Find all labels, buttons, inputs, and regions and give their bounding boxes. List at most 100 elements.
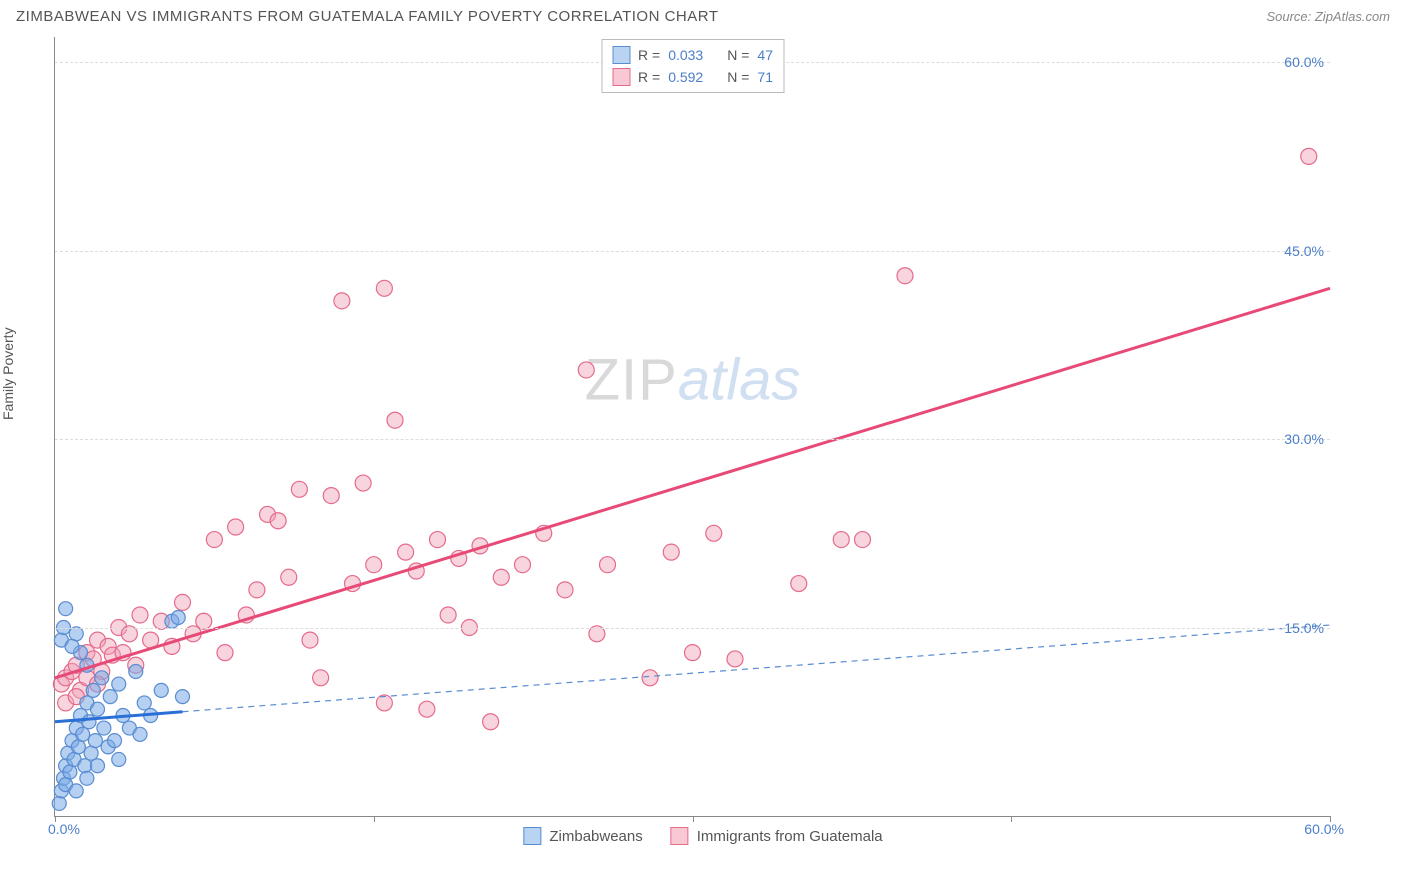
scatter-point-pink [578, 362, 594, 378]
scatter-point-pink [249, 582, 265, 598]
chart-area: Family Poverty ZIPatlas R = 0.033 N = 47… [16, 37, 1390, 867]
scatter-point-pink [791, 576, 807, 592]
r-value-blue: 0.033 [668, 44, 703, 66]
plot-area: ZIPatlas R = 0.033 N = 47 R = 0.592 N = … [54, 37, 1330, 817]
legend-item-guatemala: Immigrants from Guatemala [671, 827, 883, 845]
scatter-point-pink [1301, 148, 1317, 164]
y-tick-label: 60.0% [1284, 54, 1324, 70]
scatter-point-pink [270, 513, 286, 529]
scatter-point-pink [483, 714, 499, 730]
scatter-point-pink [493, 569, 509, 585]
scatter-point-pink [302, 632, 318, 648]
swatch-pink [612, 68, 630, 86]
legend-label: Immigrants from Guatemala [697, 828, 883, 845]
scatter-point-blue [80, 771, 94, 785]
scatter-point-blue [86, 683, 100, 697]
scatter-point-blue [137, 696, 151, 710]
stats-row-pink: R = 0.592 N = 71 [612, 66, 773, 88]
x-axis-start-label: 0.0% [48, 821, 80, 837]
r-label: R = [638, 44, 660, 66]
scatter-point-pink [355, 475, 371, 491]
scatter-point-blue [69, 784, 83, 798]
scatter-point-pink [515, 557, 531, 573]
scatter-point-blue [95, 671, 109, 685]
x-tick [374, 816, 375, 822]
scatter-point-pink [228, 519, 244, 535]
scatter-point-pink [281, 569, 297, 585]
scatter-point-blue [71, 740, 85, 754]
scatter-point-blue [91, 702, 105, 716]
trendline-projection-blue [183, 625, 1331, 712]
swatch-blue [523, 827, 541, 845]
scatter-point-blue [63, 765, 77, 779]
n-label: N = [727, 44, 749, 66]
scatter-point-pink [642, 670, 658, 686]
scatter-point-pink [334, 293, 350, 309]
scatter-point-blue [108, 734, 122, 748]
scatter-point-pink [440, 607, 456, 623]
scatter-point-blue [103, 690, 117, 704]
scatter-point-pink [366, 557, 382, 573]
scatter-point-blue [84, 746, 98, 760]
scatter-point-pink [291, 481, 307, 497]
legend-item-zimbabweans: Zimbabweans [523, 827, 642, 845]
scatter-point-pink [430, 532, 446, 548]
scatter-point-blue [129, 665, 143, 679]
plot-svg [55, 37, 1330, 816]
scatter-point-blue [88, 734, 102, 748]
gridline [55, 628, 1330, 629]
n-label: N = [727, 66, 749, 88]
scatter-point-blue [78, 759, 92, 773]
r-label: R = [638, 66, 660, 88]
scatter-point-pink [387, 412, 403, 428]
scatter-point-blue [171, 610, 185, 624]
y-tick-label: 45.0% [1284, 243, 1324, 259]
scatter-point-pink [833, 532, 849, 548]
legend-label: Zimbabweans [549, 828, 642, 845]
x-axis-end-label: 60.0% [1304, 821, 1344, 837]
scatter-point-pink [685, 645, 701, 661]
x-tick [1011, 816, 1012, 822]
scatter-point-pink [217, 645, 233, 661]
scatter-point-pink [897, 268, 913, 284]
scatter-point-pink [132, 607, 148, 623]
scatter-point-blue [154, 683, 168, 697]
scatter-point-blue [69, 627, 83, 641]
chart-source: Source: ZipAtlas.com [1266, 9, 1390, 24]
gridline [55, 439, 1330, 440]
scatter-point-pink [175, 594, 191, 610]
swatch-pink [671, 827, 689, 845]
scatter-point-blue [176, 690, 190, 704]
y-tick-label: 30.0% [1284, 431, 1324, 447]
scatter-point-blue [112, 677, 126, 691]
scatter-point-pink [600, 557, 616, 573]
scatter-point-pink [419, 701, 435, 717]
r-value-pink: 0.592 [668, 66, 703, 88]
scatter-point-blue [65, 639, 79, 653]
scatter-point-blue [59, 602, 73, 616]
scatter-point-blue [52, 796, 66, 810]
gridline [55, 251, 1330, 252]
scatter-point-pink [376, 280, 392, 296]
n-value-pink: 71 [757, 66, 773, 88]
scatter-point-pink [855, 532, 871, 548]
scatter-point-pink [206, 532, 222, 548]
scatter-point-blue [76, 727, 90, 741]
x-tick [693, 816, 694, 822]
scatter-point-pink [706, 525, 722, 541]
scatter-point-blue [133, 727, 147, 741]
stats-legend: R = 0.033 N = 47 R = 0.592 N = 71 [601, 39, 784, 93]
n-value-blue: 47 [757, 44, 773, 66]
trendline-pink [55, 288, 1330, 678]
scatter-point-blue [97, 721, 111, 735]
y-axis-label: Family Poverty [0, 327, 16, 420]
scatter-point-pink [376, 695, 392, 711]
chart-title: ZIMBABWEAN VS IMMIGRANTS FROM GUATEMALA … [16, 8, 719, 25]
y-tick-label: 15.0% [1284, 620, 1324, 636]
chart-header: ZIMBABWEAN VS IMMIGRANTS FROM GUATEMALA … [0, 0, 1406, 29]
bottom-legend: Zimbabweans Immigrants from Guatemala [523, 827, 882, 845]
scatter-point-pink [663, 544, 679, 560]
scatter-point-pink [313, 670, 329, 686]
scatter-point-blue [112, 752, 126, 766]
swatch-blue [612, 46, 630, 64]
